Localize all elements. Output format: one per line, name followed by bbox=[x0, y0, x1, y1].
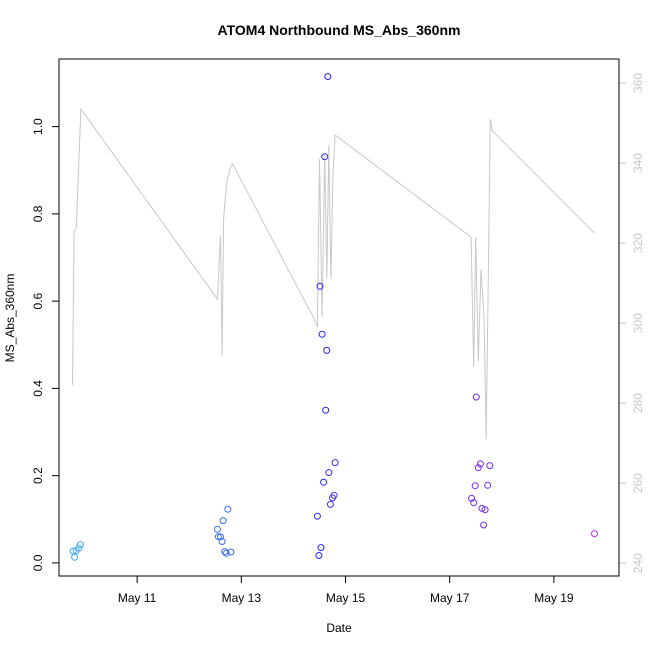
x-tick-label: May 13 bbox=[222, 591, 262, 605]
data-point bbox=[75, 544, 83, 552]
data-point bbox=[214, 533, 222, 541]
y2-tick-label: 360 bbox=[631, 73, 645, 93]
y-axis-label: MS_Abs_360nm bbox=[3, 274, 17, 363]
data-point bbox=[71, 553, 79, 561]
data-point bbox=[321, 153, 329, 161]
data-point bbox=[217, 533, 224, 541]
axes: May 11 May 13 May 15 May 17 May 19 0.0 0.2 0.4 0… bbox=[31, 73, 645, 605]
y2-tick-label: 260 bbox=[631, 473, 645, 493]
data-point bbox=[322, 406, 330, 414]
plot-frame bbox=[58, 58, 620, 577]
y-tick-label: 0.4 bbox=[31, 380, 45, 397]
data-point bbox=[324, 73, 332, 80]
data-point bbox=[224, 505, 232, 513]
data-point bbox=[317, 544, 325, 552]
data-point bbox=[313, 512, 321, 520]
y-tick-label: 0.0 bbox=[31, 554, 45, 571]
x-tick-label: May 17 bbox=[430, 591, 470, 605]
scatter-points bbox=[69, 73, 598, 561]
data-point bbox=[219, 517, 227, 525]
y2-tick-label: 240 bbox=[631, 553, 645, 573]
data-point bbox=[480, 521, 488, 529]
chart-title: ATOM4 Northbound MS_Abs_360nm bbox=[218, 22, 461, 38]
data-point bbox=[481, 506, 489, 514]
data-point bbox=[218, 538, 226, 545]
line-series-path bbox=[72, 107, 595, 440]
data-point bbox=[591, 530, 598, 538]
data-point bbox=[476, 460, 484, 468]
x-axis-label: Date bbox=[326, 621, 352, 635]
y2-tick-label: 320 bbox=[631, 233, 645, 253]
data-point bbox=[325, 469, 333, 477]
data-point bbox=[222, 549, 230, 557]
y2-tick-label: 280 bbox=[631, 393, 645, 413]
data-point bbox=[227, 548, 235, 556]
data-point bbox=[472, 393, 480, 401]
x-tick-label: May 11 bbox=[118, 591, 157, 605]
data-point bbox=[315, 552, 323, 559]
x-tick-label: May 15 bbox=[326, 591, 366, 605]
data-point bbox=[320, 478, 328, 486]
data-point bbox=[221, 548, 229, 556]
line-series bbox=[72, 107, 595, 440]
data-point bbox=[470, 499, 478, 507]
data-point bbox=[318, 330, 326, 338]
y-tick-label: 0.8 bbox=[31, 205, 45, 222]
data-point bbox=[213, 525, 221, 533]
data-point bbox=[326, 500, 334, 508]
data-point bbox=[471, 482, 479, 490]
y-tick-label: 0.2 bbox=[31, 467, 45, 484]
data-point bbox=[484, 481, 492, 489]
data-point bbox=[468, 494, 476, 502]
data-point bbox=[316, 282, 324, 290]
y-tick-label: 1.0 bbox=[31, 118, 45, 135]
data-point bbox=[486, 462, 494, 470]
y-tick-label: 0.6 bbox=[31, 292, 45, 309]
data-point bbox=[76, 541, 84, 549]
x-tick-label: May 19 bbox=[534, 591, 574, 605]
data-point bbox=[323, 346, 331, 354]
data-point bbox=[331, 459, 339, 467]
y2-tick-label: 340 bbox=[631, 153, 645, 173]
data-point bbox=[478, 504, 486, 512]
data-point bbox=[330, 491, 338, 499]
data-point bbox=[474, 464, 482, 472]
y2-tick-label: 300 bbox=[631, 313, 645, 333]
